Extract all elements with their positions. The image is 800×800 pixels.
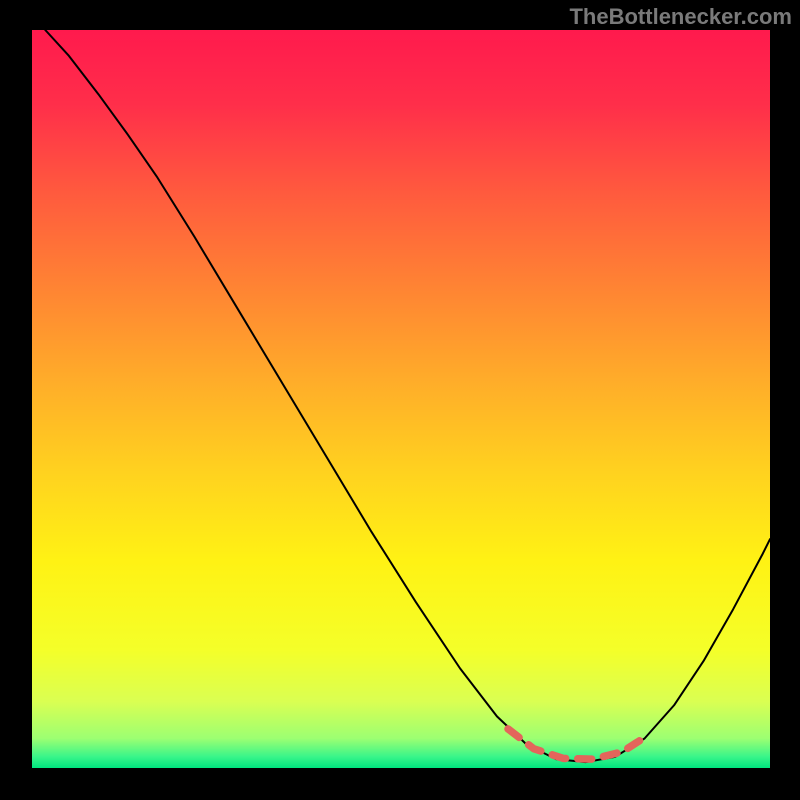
watermark-text: TheBottlenecker.com [569, 4, 792, 30]
chart-svg [0, 0, 800, 800]
plot-gradient-background [32, 30, 770, 768]
chart-container: TheBottlenecker.com [0, 0, 800, 800]
